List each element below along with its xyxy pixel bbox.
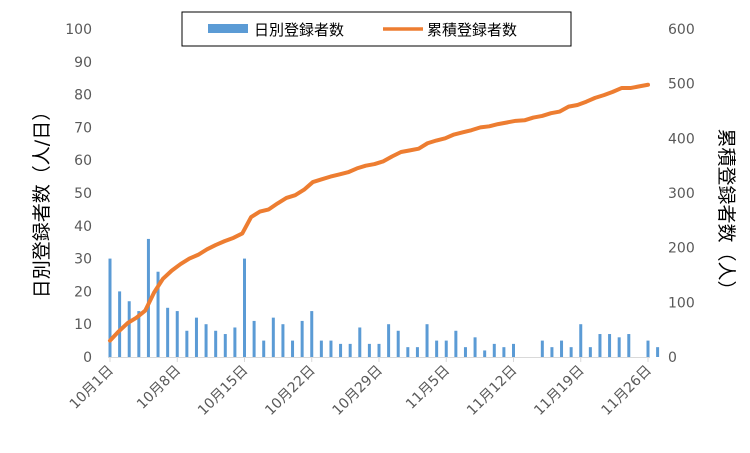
bar: [118, 291, 122, 357]
bar: [425, 324, 429, 357]
daily-bars: [108, 238, 660, 357]
bar: [358, 327, 362, 357]
left-tick-label: 30: [74, 252, 92, 268]
bar: [396, 330, 400, 357]
bar: [435, 340, 439, 357]
x-tick-label: 11月19日: [531, 363, 587, 419]
bar: [319, 340, 323, 357]
bar: [137, 311, 141, 357]
bar: [262, 340, 266, 357]
left-tick-label: 40: [74, 219, 92, 235]
x-tick-label: 11月5日: [403, 363, 453, 413]
bar: [444, 340, 448, 357]
bar: [367, 343, 371, 357]
right-tick-label: 500: [668, 77, 695, 93]
x-tick-label: 10月15日: [195, 363, 251, 419]
right-tick-label: 0: [668, 350, 677, 366]
left-tick-label: 100: [65, 22, 92, 38]
bar: [579, 324, 583, 357]
legend-swatch-bar: [208, 24, 248, 33]
bar: [348, 343, 352, 357]
right-axis-ticks: 0 100 200 300 400 500 600: [668, 22, 695, 366]
bar: [127, 301, 131, 357]
bar: [233, 327, 237, 357]
bar: [281, 324, 285, 357]
bar: [617, 337, 621, 357]
bar: [185, 330, 189, 357]
left-axis-ticks: 0 10 20 30 40 50 60 70 80 90 100: [65, 22, 92, 366]
bar: [175, 311, 179, 357]
bar: [166, 307, 170, 357]
bar: [377, 343, 381, 357]
bar: [223, 334, 227, 357]
bar: [310, 311, 314, 357]
right-tick-label: 300: [668, 186, 695, 202]
bar: [569, 347, 573, 357]
left-tick-label: 90: [74, 55, 92, 71]
bar: [550, 347, 554, 357]
bar: [329, 340, 333, 357]
bar: [156, 271, 160, 357]
left-axis-title: 日別登録者数（人/日）: [31, 102, 53, 298]
x-tick-label: 11月12日: [464, 363, 520, 419]
bar: [627, 334, 631, 357]
bar: [483, 350, 487, 357]
bar: [656, 347, 660, 357]
bar: [492, 343, 496, 357]
right-tick-label: 400: [668, 131, 695, 147]
x-tick-label: 10月29日: [330, 363, 386, 419]
x-tick-label: 11月26日: [599, 363, 655, 419]
bar: [339, 343, 343, 357]
right-axis-title: 累積登録者数（人）: [715, 128, 737, 299]
legend: 日別登録者数 累積登録者数: [181, 11, 572, 47]
x-tick-label: 10月22日: [262, 363, 318, 419]
bar: [204, 324, 208, 357]
left-tick-label: 0: [83, 350, 92, 366]
bar: [415, 347, 419, 357]
bar: [271, 317, 275, 357]
bar: [502, 347, 506, 357]
bar: [646, 340, 650, 357]
bar: [463, 347, 467, 357]
bar: [291, 340, 295, 357]
bar: [454, 330, 458, 357]
left-tick-label: 70: [74, 120, 92, 136]
left-tick-label: 50: [74, 186, 92, 202]
cumulative-line-group: [108, 82, 650, 343]
bar: [252, 320, 256, 357]
bar: [146, 238, 150, 357]
left-tick-label: 20: [74, 284, 92, 300]
right-tick-label: 100: [668, 295, 695, 311]
bar: [512, 343, 515, 357]
right-tick-label: 200: [668, 241, 695, 257]
bar: [588, 347, 592, 357]
left-tick-label: 10: [74, 317, 92, 333]
bar: [540, 340, 544, 357]
x-tick-label: 10月8日: [134, 363, 184, 413]
bar: [406, 347, 410, 357]
bar: [194, 317, 198, 357]
bar: [214, 330, 218, 357]
bar: [473, 337, 477, 357]
legend-label-daily: 日別登録者数: [254, 21, 344, 39]
cumulative-line: [108, 82, 650, 343]
bar: [300, 320, 304, 357]
bar: [387, 324, 391, 357]
left-tick-label: 60: [74, 153, 92, 169]
left-tick-label: 80: [74, 88, 92, 104]
x-axis-ticks: 10月1日 10月8日 10月15日 10月22日 10月29日 11月5日 11月12日 1…: [67, 357, 655, 419]
bar: [560, 340, 564, 357]
bar: [108, 258, 112, 357]
bar: [608, 334, 612, 357]
bar: [598, 334, 602, 357]
legend-label-cumulative: 累積登録者数: [427, 21, 517, 39]
bar: [243, 258, 246, 357]
x-tick-label: 10月1日: [67, 363, 117, 413]
right-tick-label: 600: [668, 22, 695, 38]
